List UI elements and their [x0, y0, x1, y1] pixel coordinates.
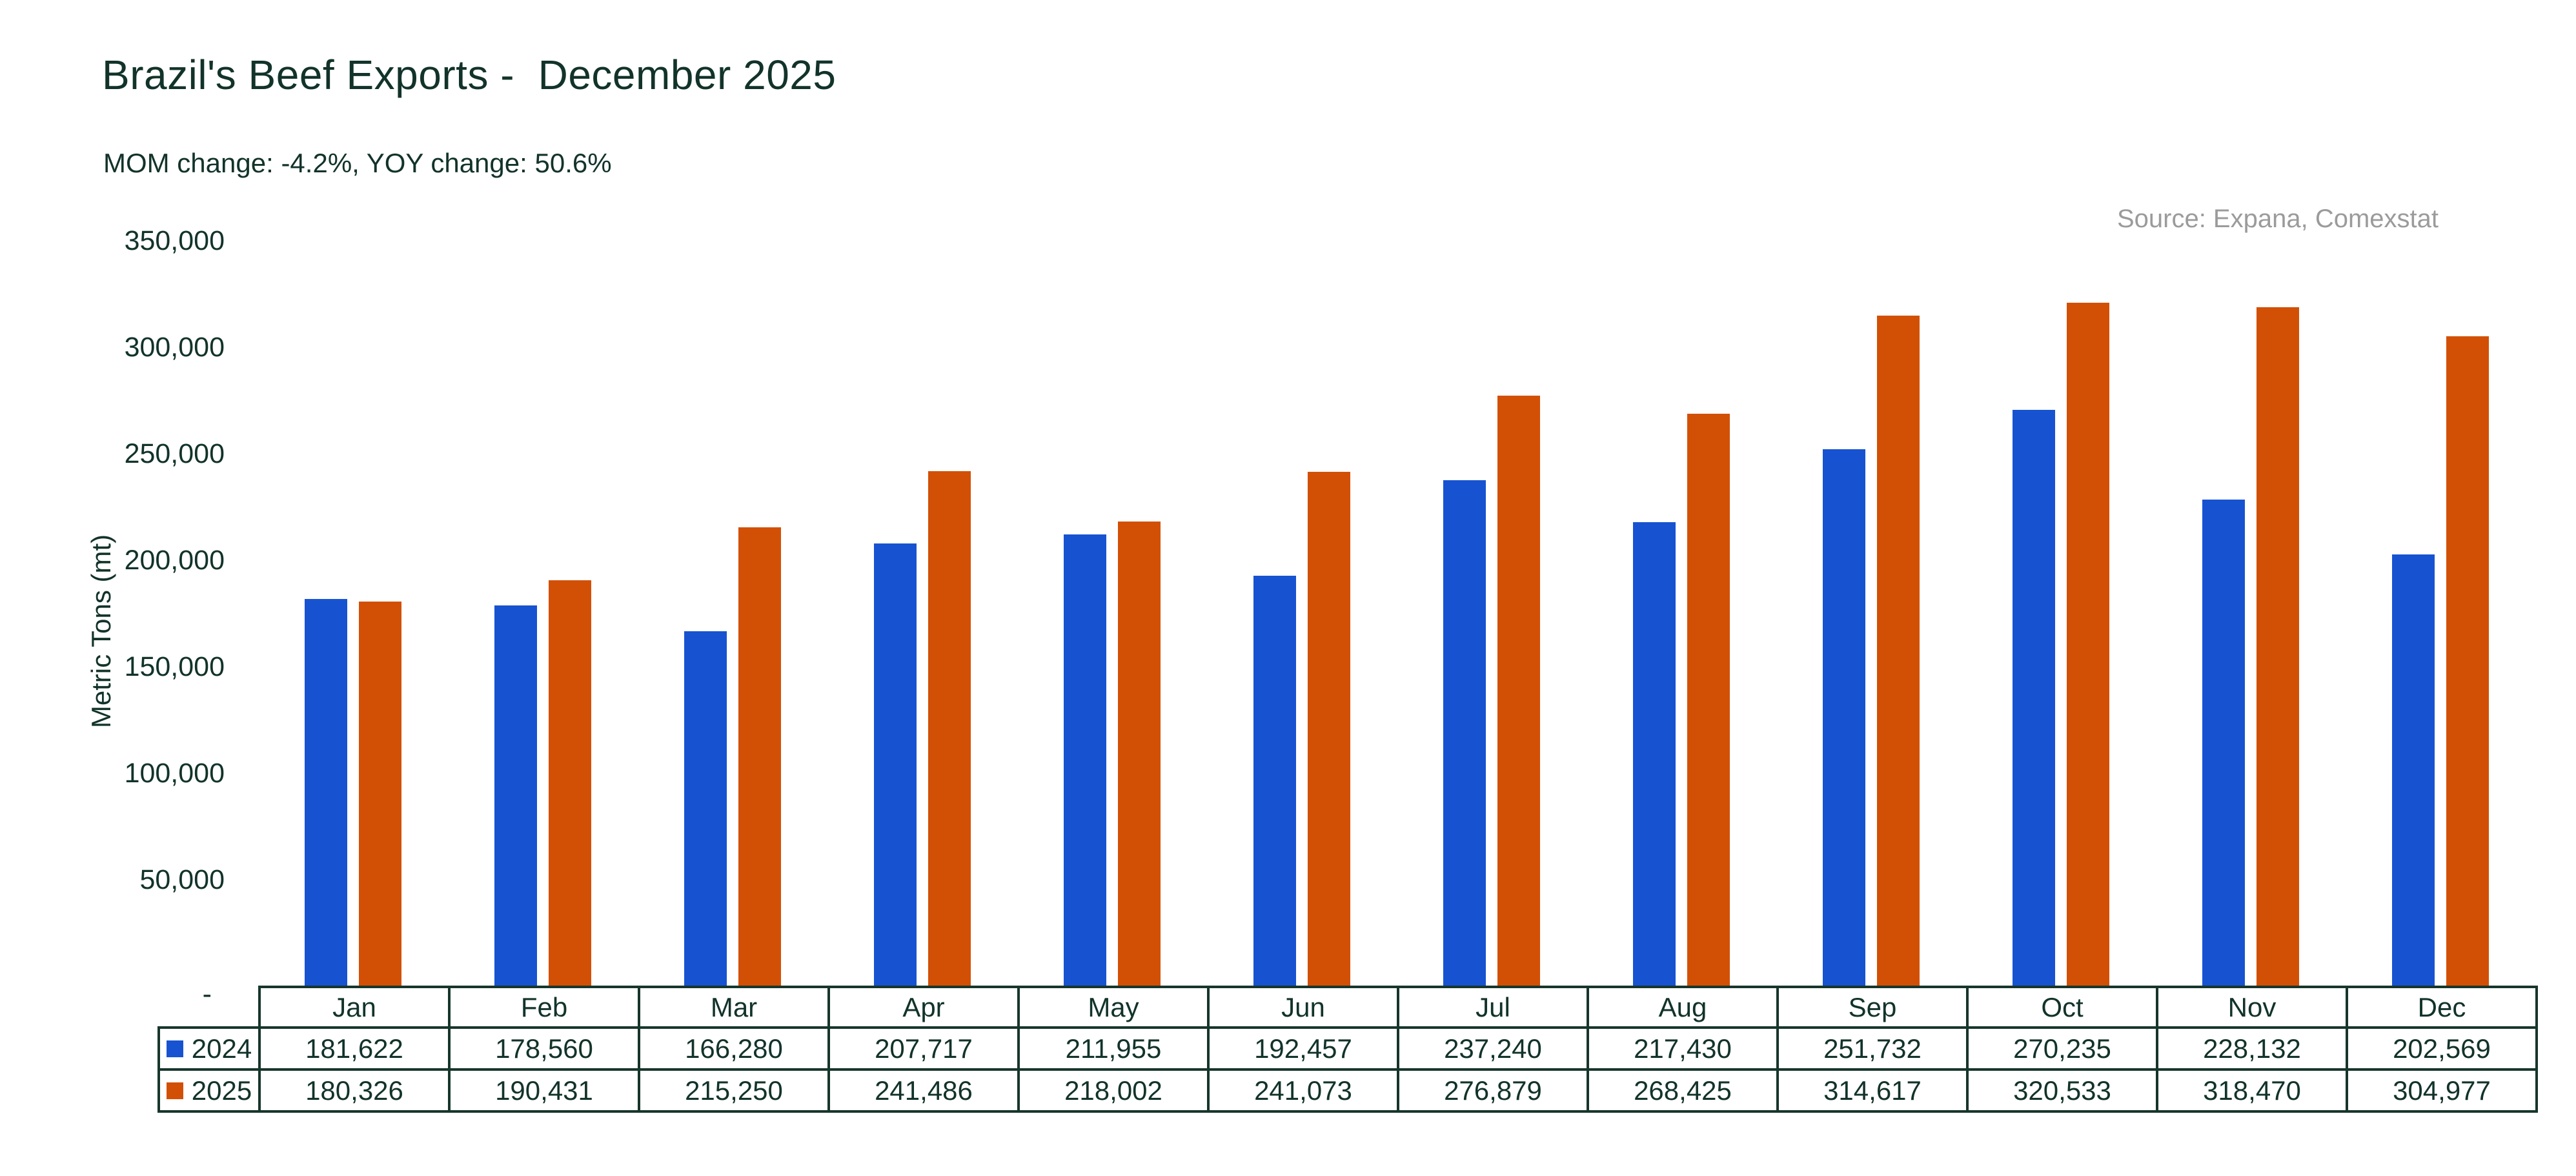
y-tick-zero-label: -: [202, 978, 212, 1009]
value-cell-2025-feb: 190,431: [448, 1068, 640, 1113]
legend-swatch-icon: [166, 1040, 183, 1057]
value-cell-2025-oct: 320,533: [1966, 1068, 2158, 1113]
value-cell-2025-jan: 180,326: [258, 1068, 451, 1113]
month-header-cell: Jan: [258, 986, 451, 1029]
bar-2024-jun: [1253, 576, 1296, 986]
y-tick-label: 350,000: [124, 225, 225, 256]
value-cell-2024-feb: 178,560: [448, 1026, 640, 1071]
bar-2025-jan: [359, 602, 401, 986]
month-header-cell: May: [1017, 986, 1210, 1029]
month-header-cell: Dec: [2346, 986, 2538, 1029]
bar-2024-jan: [305, 599, 347, 986]
month-header-cell: Sep: [1776, 986, 1969, 1029]
bar-2025-nov: [2257, 307, 2299, 986]
legend-swatch-icon: [166, 1082, 183, 1099]
value-cell-2025-dec: 304,977: [2346, 1068, 2538, 1113]
bar-2025-jun: [1308, 472, 1350, 986]
value-cell-2025-jun: 241,073: [1207, 1068, 1399, 1113]
y-tick-label: 200,000: [124, 545, 225, 576]
bar-2024-mar: [684, 631, 727, 986]
page-subtitle: MOM change: -4.2%, YOY change: 50.6%: [103, 148, 612, 178]
bar-2025-mar: [738, 527, 781, 986]
value-cell-2025-jul: 276,879: [1397, 1068, 1589, 1113]
bar-2025-jul: [1497, 396, 1540, 986]
value-cell-2025-sep: 314,617: [1776, 1068, 1969, 1113]
plot-area: [258, 240, 2535, 986]
bar-2024-dec: [2392, 554, 2435, 986]
y-tick-label: 50,000: [139, 864, 225, 895]
value-cell-2024-aug: 217,430: [1587, 1026, 1779, 1071]
source-note: Source: Expana, Comexstat: [2116, 205, 2439, 233]
bar-2024-aug: [1633, 522, 1676, 986]
value-cell-2025-nov: 318,470: [2156, 1068, 2348, 1113]
bar-2024-nov: [2202, 500, 2245, 986]
bar-2024-may: [1064, 534, 1106, 986]
data-table: Jan Feb Mar Apr May Jun Jul Aug Sep Oct Nov Dec 2024…: [157, 986, 2538, 1113]
table-row-2025: 2025 180,326 190,431 215,250 241,486 218,002 2…: [157, 1068, 2538, 1113]
legend-cell-2024: 2024: [157, 1026, 261, 1071]
bar-2025-sep: [1877, 316, 1920, 986]
y-tick-label: 150,000: [124, 651, 225, 682]
value-cell-2024-apr: 207,717: [827, 1026, 1020, 1071]
month-header-cell: Jul: [1397, 986, 1589, 1029]
value-cell-2025-apr: 241,486: [827, 1068, 1020, 1113]
bar-2025-may: [1118, 522, 1161, 986]
value-cell-2024-may: 211,955: [1017, 1026, 1210, 1071]
bar-2024-jul: [1443, 480, 1486, 986]
month-header-cell: Apr: [827, 986, 1020, 1029]
legend-year-label: 2025: [191, 1075, 252, 1106]
month-header-cell: Feb: [448, 986, 640, 1029]
y-tick-label: 250,000: [124, 438, 225, 469]
bar-2025-dec: [2446, 336, 2489, 986]
value-cell-2024-oct: 270,235: [1966, 1026, 2158, 1071]
month-header-cell: Aug: [1587, 986, 1779, 1029]
value-cell-2025-mar: 215,250: [638, 1068, 830, 1113]
table-corner-cell: [159, 987, 259, 1028]
legend-key: 2024: [161, 1033, 257, 1064]
value-cell-2024-dec: 202,569: [2346, 1026, 2538, 1071]
table-header-row: Jan Feb Mar Apr May Jun Jul Aug Sep Oct Nov Dec: [159, 986, 2538, 1029]
month-header-cell: Oct: [1966, 986, 2158, 1029]
bar-2024-apr: [874, 543, 917, 986]
month-header-cell: Nov: [2156, 986, 2348, 1029]
bar-2025-aug: [1687, 414, 1730, 986]
bar-2024-oct: [2013, 410, 2055, 986]
legend-key: 2025: [161, 1075, 257, 1106]
bar-2024-sep: [1823, 449, 1865, 986]
legend-year-label: 2024: [191, 1033, 252, 1064]
page-title: Brazil's Beef Exports - December 2025: [102, 52, 837, 98]
value-cell-2025-may: 218,002: [1017, 1068, 1210, 1113]
value-cell-2024-mar: 166,280: [638, 1026, 830, 1071]
y-tick-label: 300,000: [124, 332, 225, 363]
value-cell-2024-sep: 251,732: [1776, 1026, 1969, 1071]
y-tick-label: 100,000: [124, 758, 225, 789]
value-cell-2024-jun: 192,457: [1207, 1026, 1399, 1071]
value-cell-2024-jan: 181,622: [258, 1026, 451, 1071]
value-cell-2024-nov: 228,132: [2156, 1026, 2348, 1071]
bar-2025-feb: [549, 580, 591, 986]
value-cell-2024-jul: 237,240: [1397, 1026, 1589, 1071]
month-header-cell: Jun: [1207, 986, 1399, 1029]
legend-cell-2025: 2025: [157, 1068, 261, 1113]
month-header-cell: Mar: [638, 986, 830, 1029]
value-cell-2025-aug: 268,425: [1587, 1068, 1779, 1113]
bar-2025-apr: [928, 471, 971, 986]
table-row-2024: 2024 181,622 178,560 166,280 207,717 211,955 1…: [157, 1026, 2538, 1071]
bar-2025-oct: [2067, 303, 2109, 986]
bar-2024-feb: [494, 605, 537, 986]
